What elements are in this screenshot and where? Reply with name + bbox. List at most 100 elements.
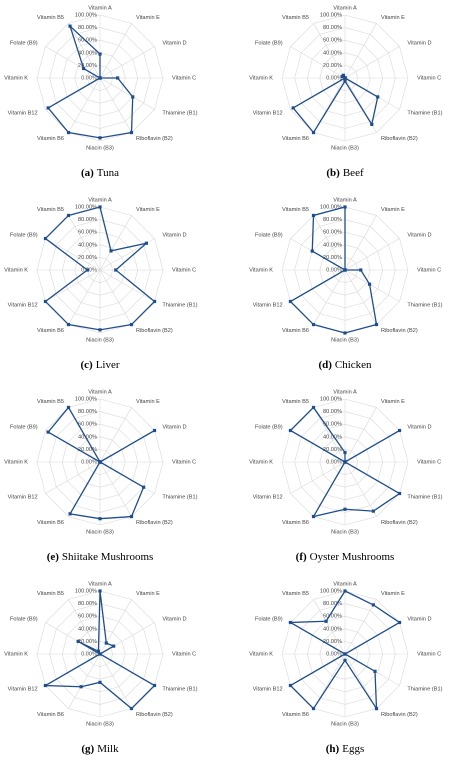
marker xyxy=(129,706,134,711)
r-tick-label: 0.00% xyxy=(326,459,342,465)
category-label: Vitamin K xyxy=(249,651,273,657)
marker xyxy=(114,268,118,272)
marker xyxy=(373,669,377,673)
caption-text: Tuna xyxy=(97,167,119,179)
spoke xyxy=(313,269,346,325)
marker xyxy=(311,213,316,218)
marker xyxy=(311,514,316,519)
r-tick-label: 100.00% xyxy=(320,12,342,18)
spoke xyxy=(68,23,101,79)
r-tick-label: 60.00% xyxy=(78,614,97,620)
spoke xyxy=(99,46,155,79)
series-line xyxy=(289,206,378,334)
category-label: Thiamine (B1) xyxy=(407,302,442,308)
caption-text: Eggs xyxy=(342,743,364,755)
r-tick-label: 80.00% xyxy=(323,25,342,31)
spoke xyxy=(99,77,155,110)
category-label: Vitamin A xyxy=(88,197,112,203)
caption-text: Chicken xyxy=(335,359,372,371)
r-tick-label: 40.00% xyxy=(323,50,342,56)
category-label: Vitamin B6 xyxy=(282,328,309,334)
r-tick-label: 100.00% xyxy=(75,396,97,402)
spoke xyxy=(344,407,377,463)
marker xyxy=(343,460,347,464)
category-label: Vitamin B12 xyxy=(8,494,38,500)
r-tick-label: 20.00% xyxy=(323,63,342,69)
category-label: Riboflavin (B2) xyxy=(381,328,418,334)
marker xyxy=(98,460,102,464)
category-label: Vitamin E xyxy=(381,15,405,21)
category-label: Thiamine (B1) xyxy=(162,110,197,116)
marker xyxy=(310,249,314,253)
r-tick-label: 0.00% xyxy=(326,267,342,273)
caption-text: Beef xyxy=(343,167,364,179)
category-label: Vitamin D xyxy=(407,40,431,46)
marker xyxy=(66,130,71,135)
category-label: Vitamin A xyxy=(88,389,112,395)
r-tick-label: 0.00% xyxy=(326,75,342,81)
marker xyxy=(343,450,347,455)
r-tick-label: 0.00% xyxy=(81,651,97,657)
spoke xyxy=(313,215,346,271)
marker xyxy=(367,282,372,286)
category-label: Thiamine (B1) xyxy=(162,686,197,692)
r-tick-label: 100.00% xyxy=(75,588,97,594)
marker xyxy=(374,706,379,711)
category-label: Vitamin D xyxy=(162,616,186,622)
radar-chart: 0.00%20.00%40.00%60.00%80.00%100.00%Vita… xyxy=(4,581,197,754)
category-label: Thiamine (B1) xyxy=(162,302,197,308)
marker xyxy=(98,136,102,140)
marker xyxy=(129,130,134,135)
marker xyxy=(82,66,86,71)
marker xyxy=(397,620,402,625)
category-label: Vitamin B5 xyxy=(37,591,64,597)
category-label: Vitamin B5 xyxy=(282,207,309,213)
r-tick-label: 100.00% xyxy=(320,588,342,594)
marker xyxy=(98,52,102,56)
spoke xyxy=(99,269,155,302)
marker xyxy=(343,268,347,272)
caption-label: (g) xyxy=(81,743,94,755)
series-line xyxy=(292,74,379,134)
category-label: Vitamin B5 xyxy=(282,399,309,405)
category-label: Vitamin B6 xyxy=(37,136,64,142)
series-line xyxy=(289,406,401,518)
spoke xyxy=(344,46,400,79)
marker xyxy=(343,331,347,335)
category-label: Niacin (B3) xyxy=(331,721,359,727)
spoke xyxy=(45,269,101,302)
spoke xyxy=(344,215,377,271)
caption-text: Milk xyxy=(97,743,119,755)
marker xyxy=(376,95,380,99)
category-label: Vitamin B12 xyxy=(253,686,283,692)
r-tick-label: 20.00% xyxy=(78,255,97,261)
r-tick-label: 20.00% xyxy=(323,447,342,453)
category-label: Vitamin D xyxy=(162,232,186,238)
category-label: Vitamin D xyxy=(407,616,431,622)
caption-text: Liver xyxy=(96,359,120,371)
marker xyxy=(43,299,48,304)
spoke xyxy=(68,215,101,271)
category-label: Folate (B9) xyxy=(10,232,38,238)
spoke xyxy=(99,407,132,463)
r-tick-label: 40.00% xyxy=(78,242,97,248)
marker xyxy=(43,683,48,688)
r-tick-label: 60.00% xyxy=(323,38,342,44)
marker xyxy=(46,106,50,110)
spoke xyxy=(313,599,346,655)
marker xyxy=(397,428,402,433)
category-label: Vitamin K xyxy=(249,459,273,465)
caption-label: (e) xyxy=(47,551,60,563)
marker xyxy=(371,603,375,607)
r-tick-label: 100.00% xyxy=(320,396,342,402)
spoke xyxy=(99,77,132,133)
category-label: Vitamin B12 xyxy=(253,110,283,116)
caption: (g) Milk xyxy=(81,743,119,755)
category-label: Niacin (B3) xyxy=(331,337,359,343)
category-label: Vitamin C xyxy=(417,75,441,81)
category-label: Vitamin B12 xyxy=(8,302,38,308)
r-tick-label: 100.00% xyxy=(75,204,97,210)
caption-label: (h) xyxy=(326,743,340,755)
caption: (h) Eggs xyxy=(326,743,364,755)
